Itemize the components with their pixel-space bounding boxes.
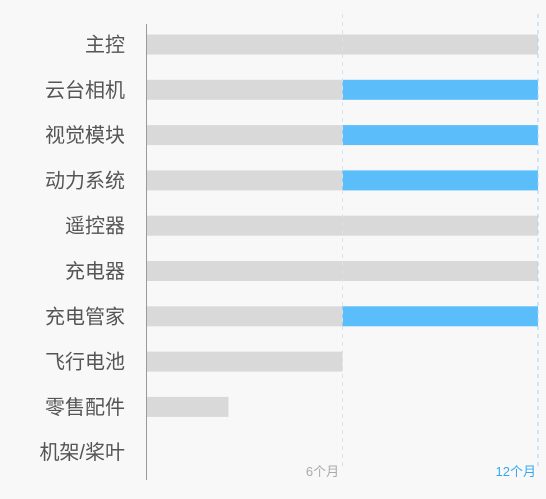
category-label: 动力系统 (45, 169, 125, 192)
bar-segment-blue (342, 170, 538, 191)
category-label: 飞行电池 (45, 351, 125, 374)
x-tick-label: 6个月 (306, 464, 339, 479)
x-tick-label: 12个月 (496, 464, 536, 479)
bar-segment-gray (147, 125, 343, 146)
category-label: 零售配件 (45, 396, 125, 419)
bar-segment-blue (342, 79, 538, 100)
bar-segment-gray (147, 306, 343, 327)
category-label: 机架/桨叶 (39, 441, 125, 464)
bar-segment-gray (147, 351, 343, 372)
bar-segment-gray (147, 34, 538, 55)
category-label: 云台相机 (45, 79, 125, 102)
category-label: 遥控器 (65, 215, 125, 238)
category-label: 充电器 (65, 260, 125, 283)
bar-segment-blue (342, 306, 538, 327)
category-label: 视觉模块 (45, 124, 125, 147)
category-label: 主控 (85, 34, 125, 57)
category-label: 充电管家 (45, 305, 125, 328)
bar-segment-gray (147, 79, 343, 100)
bar-segment-gray (147, 396, 229, 417)
bar-segment-blue (342, 125, 538, 146)
bar-segment-gray (147, 170, 343, 191)
